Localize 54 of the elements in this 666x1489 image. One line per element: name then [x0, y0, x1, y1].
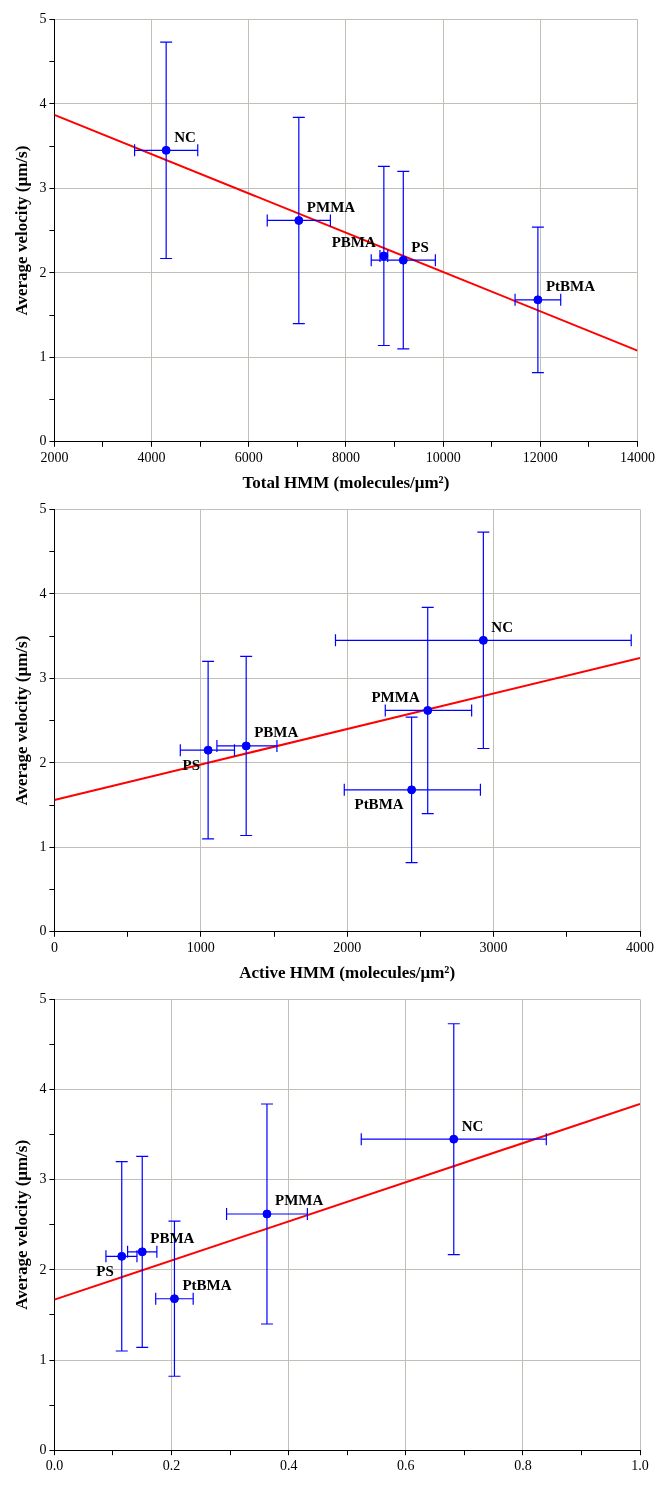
annotation: PS: [411, 238, 429, 255]
annotation: PtBMA: [182, 1277, 232, 1294]
x-tick-label: 0.4: [279, 1458, 298, 1474]
x-tick-label: 12000: [522, 449, 558, 465]
y-tick-label: 0: [39, 923, 47, 939]
annotation: PBMA: [254, 724, 299, 741]
x-tick-label: 0.6: [397, 1458, 415, 1474]
annotation: PMMA: [306, 198, 356, 215]
x-tick-label: 2000: [333, 939, 362, 955]
x-tick-label: 3000: [479, 939, 508, 955]
y-tick-label: 0: [39, 433, 47, 449]
x-tick-label: 2000: [40, 449, 69, 465]
x-tick-label: 10000: [425, 449, 461, 465]
y-tick-label: 4: [39, 1081, 47, 1097]
annotation: PMMA: [274, 1192, 324, 1209]
y-tick-label: 4: [39, 585, 47, 601]
y-tick-label: 2: [39, 264, 47, 280]
x-tick-label: 4000: [626, 939, 654, 955]
y-tick-label: 3: [39, 1171, 47, 1187]
x-tick-label: 1000: [186, 939, 215, 955]
y-tick-label: 3: [39, 180, 47, 196]
y-tick-label: 5: [39, 11, 47, 27]
x-tick-label: 6000: [234, 449, 263, 465]
y-axis-title: Average velocity (μm/s): [11, 635, 31, 806]
annotation: NC: [461, 1117, 484, 1134]
x-tick-label: 0.8: [514, 1458, 532, 1474]
x-tick-label: 0: [50, 939, 58, 955]
y-axis-title: Average velocity (μm/s): [11, 145, 31, 316]
annotation: NC: [491, 618, 514, 635]
x-tick-label: 14000: [620, 449, 655, 465]
annotation: PtBMA: [354, 796, 404, 813]
x-tick-label: 0.0: [45, 1458, 64, 1474]
x-axis-title: Active HMM (molecules/μm²): [239, 963, 456, 983]
x-tick-label: 4000: [137, 449, 166, 465]
annotation: PtBMA: [545, 278, 596, 295]
x-tick-label: 0.2: [162, 1458, 181, 1474]
y-tick-label: 2: [39, 1261, 47, 1277]
y-tick-label: 1: [39, 348, 47, 364]
y-tick-label: 1: [39, 838, 47, 854]
y-tick-label: 5: [39, 991, 47, 1007]
x-tick-label: 8000: [331, 449, 360, 465]
y-tick-label: 0: [39, 1441, 47, 1457]
annotation: NC: [174, 128, 196, 145]
y-tick-label: 3: [39, 670, 47, 686]
annotation: PS: [96, 1262, 114, 1279]
y-tick-label: 4: [39, 95, 47, 111]
y-axis-title: Average velocity (μm/s): [11, 1139, 31, 1310]
y-tick-label: 5: [39, 501, 47, 517]
annotation: PMMA: [371, 688, 420, 705]
y-tick-label: 1: [39, 1351, 47, 1367]
y-tick-label: 2: [39, 754, 47, 770]
annotation: PBMA: [331, 234, 377, 251]
x-tick-label: 1.0: [631, 1458, 649, 1474]
x-axis-title: Total HMM (molecules/μm²): [242, 473, 450, 493]
